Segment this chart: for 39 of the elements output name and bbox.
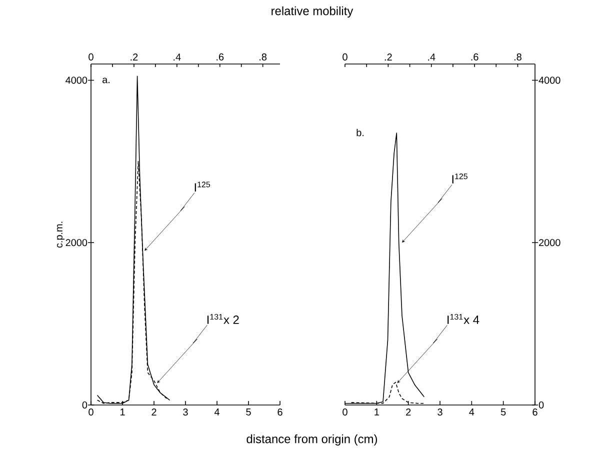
x2-tick-label: .4: [428, 54, 436, 60]
x2-tick-label: .4: [174, 54, 181, 60]
x2-tick-label: .8: [260, 53, 267, 60]
x-tick-label: 5: [500, 408, 506, 416]
y-tick-label: 4000: [66, 76, 88, 84]
y-tick-label: 0: [538, 401, 544, 409]
x-tick-label: 0: [342, 408, 348, 416]
x2-tick-label: 0: [342, 53, 348, 60]
x-tick-label: 4: [214, 408, 220, 416]
annotation: I$^{131}$x 2: [207, 314, 239, 324]
x-tick-label: 6: [532, 408, 538, 416]
annotation: I$^{125}$: [194, 182, 210, 192]
x-axis-title: distance from origin (cm): [246, 434, 378, 446]
annotation: b.: [356, 128, 364, 136]
x-tick-label: 1: [374, 408, 379, 416]
x-tick-label: 3: [438, 408, 442, 416]
x2-tick-label: .8: [514, 53, 522, 60]
x2-tick-label: .2: [130, 54, 138, 60]
x2-tick-label: 0: [88, 53, 94, 60]
y-axis-title: c.p.m.: [57, 222, 64, 248]
y-tick-label: 2000: [66, 239, 88, 246]
annotation: a.: [102, 78, 110, 84]
x-tick-label: 1: [120, 408, 125, 416]
x2-tick-label: .6: [471, 53, 478, 60]
x-tick-label: 2: [152, 408, 156, 416]
annotation: I$^{125}$: [452, 174, 468, 184]
x-tick-label: 6: [278, 408, 282, 416]
x-tick-label: 4: [469, 408, 474, 416]
x-tick-label: 2: [406, 408, 411, 416]
y-tick-label: 2000: [539, 239, 560, 246]
annotation: I$^{131}$x 4: [448, 314, 480, 324]
x2-tick-label: .6: [216, 53, 224, 60]
x-tick-label: 5: [246, 408, 251, 416]
x2-tick-label: .2: [384, 54, 392, 60]
y-tick-label: 0: [82, 401, 88, 409]
x2-axis-title: relative mobility: [272, 6, 354, 18]
x-tick-label: 3: [183, 408, 188, 416]
y-tick-label: 4000: [538, 76, 560, 84]
x-tick-label: 0: [88, 408, 94, 416]
